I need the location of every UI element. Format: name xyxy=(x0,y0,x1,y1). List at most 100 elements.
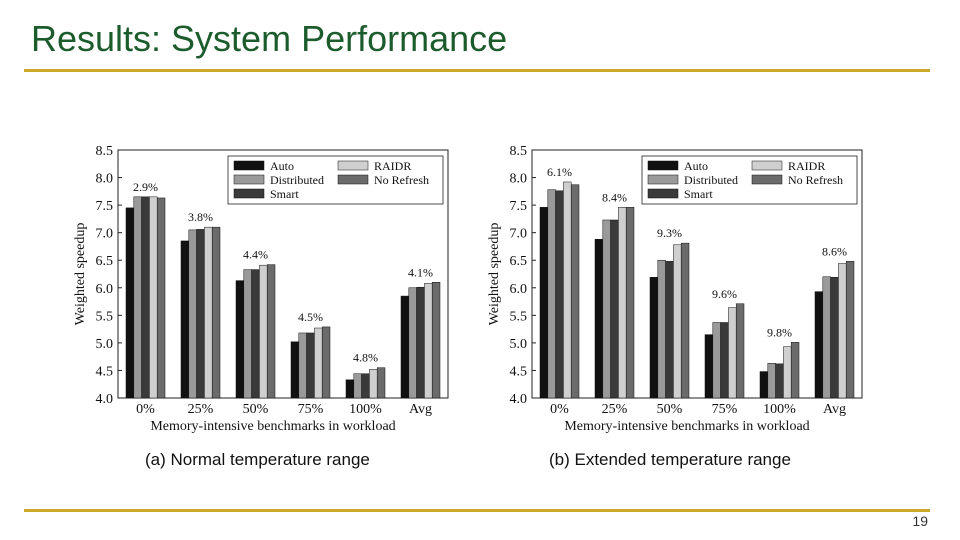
bar-no-refresh xyxy=(790,342,800,399)
y-tick-label: 5.5 xyxy=(96,309,114,324)
bar-distributed xyxy=(188,229,197,399)
bar-smart xyxy=(720,322,729,399)
y-tick-label: 5.0 xyxy=(96,337,114,352)
bar-no-refresh xyxy=(376,367,386,399)
chart-extended-temperature: 4.0 4.5 5.0 5.5 6.0 6.5 7.0 7.5 8.0 8.5 6.1% 0% 8.4%… xyxy=(484,136,874,436)
bar-smart xyxy=(610,219,619,399)
legend-swatch xyxy=(647,174,679,185)
bar-smart xyxy=(361,373,370,399)
legend-label: RAIDR xyxy=(788,159,825,173)
bar-smart xyxy=(665,261,674,399)
bar-no-refresh xyxy=(735,303,745,399)
bar-smart xyxy=(251,269,260,399)
y-tick-label: 4.5 xyxy=(510,364,528,379)
legend-swatch xyxy=(233,188,265,199)
legend-swatch xyxy=(337,174,369,185)
bar-raidr xyxy=(314,327,323,399)
legend-label: RAIDR xyxy=(374,159,411,173)
bar-smart xyxy=(141,196,150,399)
legend-swatch xyxy=(647,188,679,199)
y-tick-label: 4.5 xyxy=(96,364,114,379)
bar-auto xyxy=(180,240,190,399)
x-tick-label: 100% xyxy=(349,402,382,417)
y-tick-label: 8.0 xyxy=(510,172,528,187)
bar-raidr xyxy=(259,264,268,399)
bar-annotation: 8.6% xyxy=(822,244,847,258)
legend-label: Smart xyxy=(270,187,299,201)
y-tick-label: 7.0 xyxy=(96,227,114,242)
bar-raidr xyxy=(563,181,572,399)
legend-swatch xyxy=(337,160,369,171)
bar-auto xyxy=(649,277,659,399)
x-tick-label: Avg xyxy=(823,402,846,417)
y-tick-label: 4.0 xyxy=(96,392,114,407)
y-tick-label: 6.5 xyxy=(510,254,528,269)
bar-raidr xyxy=(783,346,792,399)
bar-raidr xyxy=(838,263,847,399)
x-tick-label: 50% xyxy=(243,402,269,417)
legend-label: Distributed xyxy=(684,173,738,187)
bar-annotation: 4.4% xyxy=(243,248,268,262)
slide-title: Results: System Performance xyxy=(31,18,508,59)
bar-auto xyxy=(290,341,300,399)
bar-annotation: 9.8% xyxy=(767,325,792,339)
bar-auto xyxy=(759,371,769,399)
chart-a-caption: (a) Normal temperature range xyxy=(145,450,370,469)
bar-annotation: 4.1% xyxy=(408,265,433,279)
chart-b-caption: (b) Extended temperature range xyxy=(549,450,791,469)
x-tick-label: Avg xyxy=(409,402,432,417)
bar-distributed xyxy=(408,287,417,399)
bar-annotation: 4.5% xyxy=(298,310,323,324)
legend-swatch xyxy=(233,160,265,171)
y-tick-label: 5.5 xyxy=(510,309,528,324)
bar-raidr xyxy=(149,196,158,399)
bar-distributed xyxy=(133,196,142,399)
bar-distributed xyxy=(243,269,252,399)
bar-raidr xyxy=(424,283,433,399)
bar-annotation: 9.3% xyxy=(657,226,682,240)
bar-no-refresh xyxy=(431,282,441,399)
bar-auto xyxy=(539,207,549,399)
x-tick-label: 100% xyxy=(763,402,796,417)
bar-auto xyxy=(704,334,714,399)
y-tick-label: 6.0 xyxy=(510,282,528,297)
legend-swatch xyxy=(751,174,783,185)
bar-distributed xyxy=(822,276,831,399)
bar-raidr xyxy=(618,207,627,399)
bar-smart xyxy=(830,277,839,399)
bar-annotation: 9.6% xyxy=(712,287,737,301)
bar-no-refresh xyxy=(845,261,855,399)
chart-normal-temperature: 4.0 4.5 5.0 5.5 6.0 6.5 7.0 7.5 8.0 8.5 2.9% 0% 3.8%… xyxy=(70,136,460,436)
x-axis-label: Memory-intensive benchmarks in workload xyxy=(150,419,395,434)
bar-no-refresh xyxy=(321,326,331,399)
bar-auto xyxy=(594,239,604,399)
bar-annotation: 3.8% xyxy=(188,210,213,224)
bar-no-refresh xyxy=(266,264,276,399)
plot-frame xyxy=(531,149,863,399)
bar-annotation: 4.8% xyxy=(353,351,378,365)
legend-label: Distributed xyxy=(270,173,324,187)
bar-raidr xyxy=(673,244,682,399)
y-tick-label: 5.0 xyxy=(510,337,528,352)
y-tick-label: 7.5 xyxy=(96,199,114,214)
x-tick-label: 0% xyxy=(550,402,569,417)
bar-no-refresh xyxy=(570,184,580,399)
bar-no-refresh xyxy=(625,207,635,399)
bar-no-refresh xyxy=(680,242,690,399)
legend-label: Auto xyxy=(270,159,294,173)
bar-distributed xyxy=(712,322,721,399)
page-number: 19 xyxy=(912,513,928,529)
x-tick-label: 50% xyxy=(657,402,683,417)
x-tick-label: 75% xyxy=(712,402,738,417)
chart-a-svg: 4.0 4.5 5.0 5.5 6.0 6.5 7.0 7.5 8.0 8.5 2.9% 0% 3.8%… xyxy=(73,144,449,434)
plot-frame xyxy=(117,149,449,399)
bar-auto xyxy=(125,207,135,399)
bar-smart xyxy=(196,229,205,399)
bar-no-refresh xyxy=(211,226,221,399)
y-tick-label: 7.0 xyxy=(510,227,528,242)
bar-smart xyxy=(416,286,425,399)
bar-distributed xyxy=(547,189,556,399)
y-tick-label: 7.5 xyxy=(510,199,528,214)
bar-auto xyxy=(345,379,355,399)
bar-distributed xyxy=(298,332,307,399)
